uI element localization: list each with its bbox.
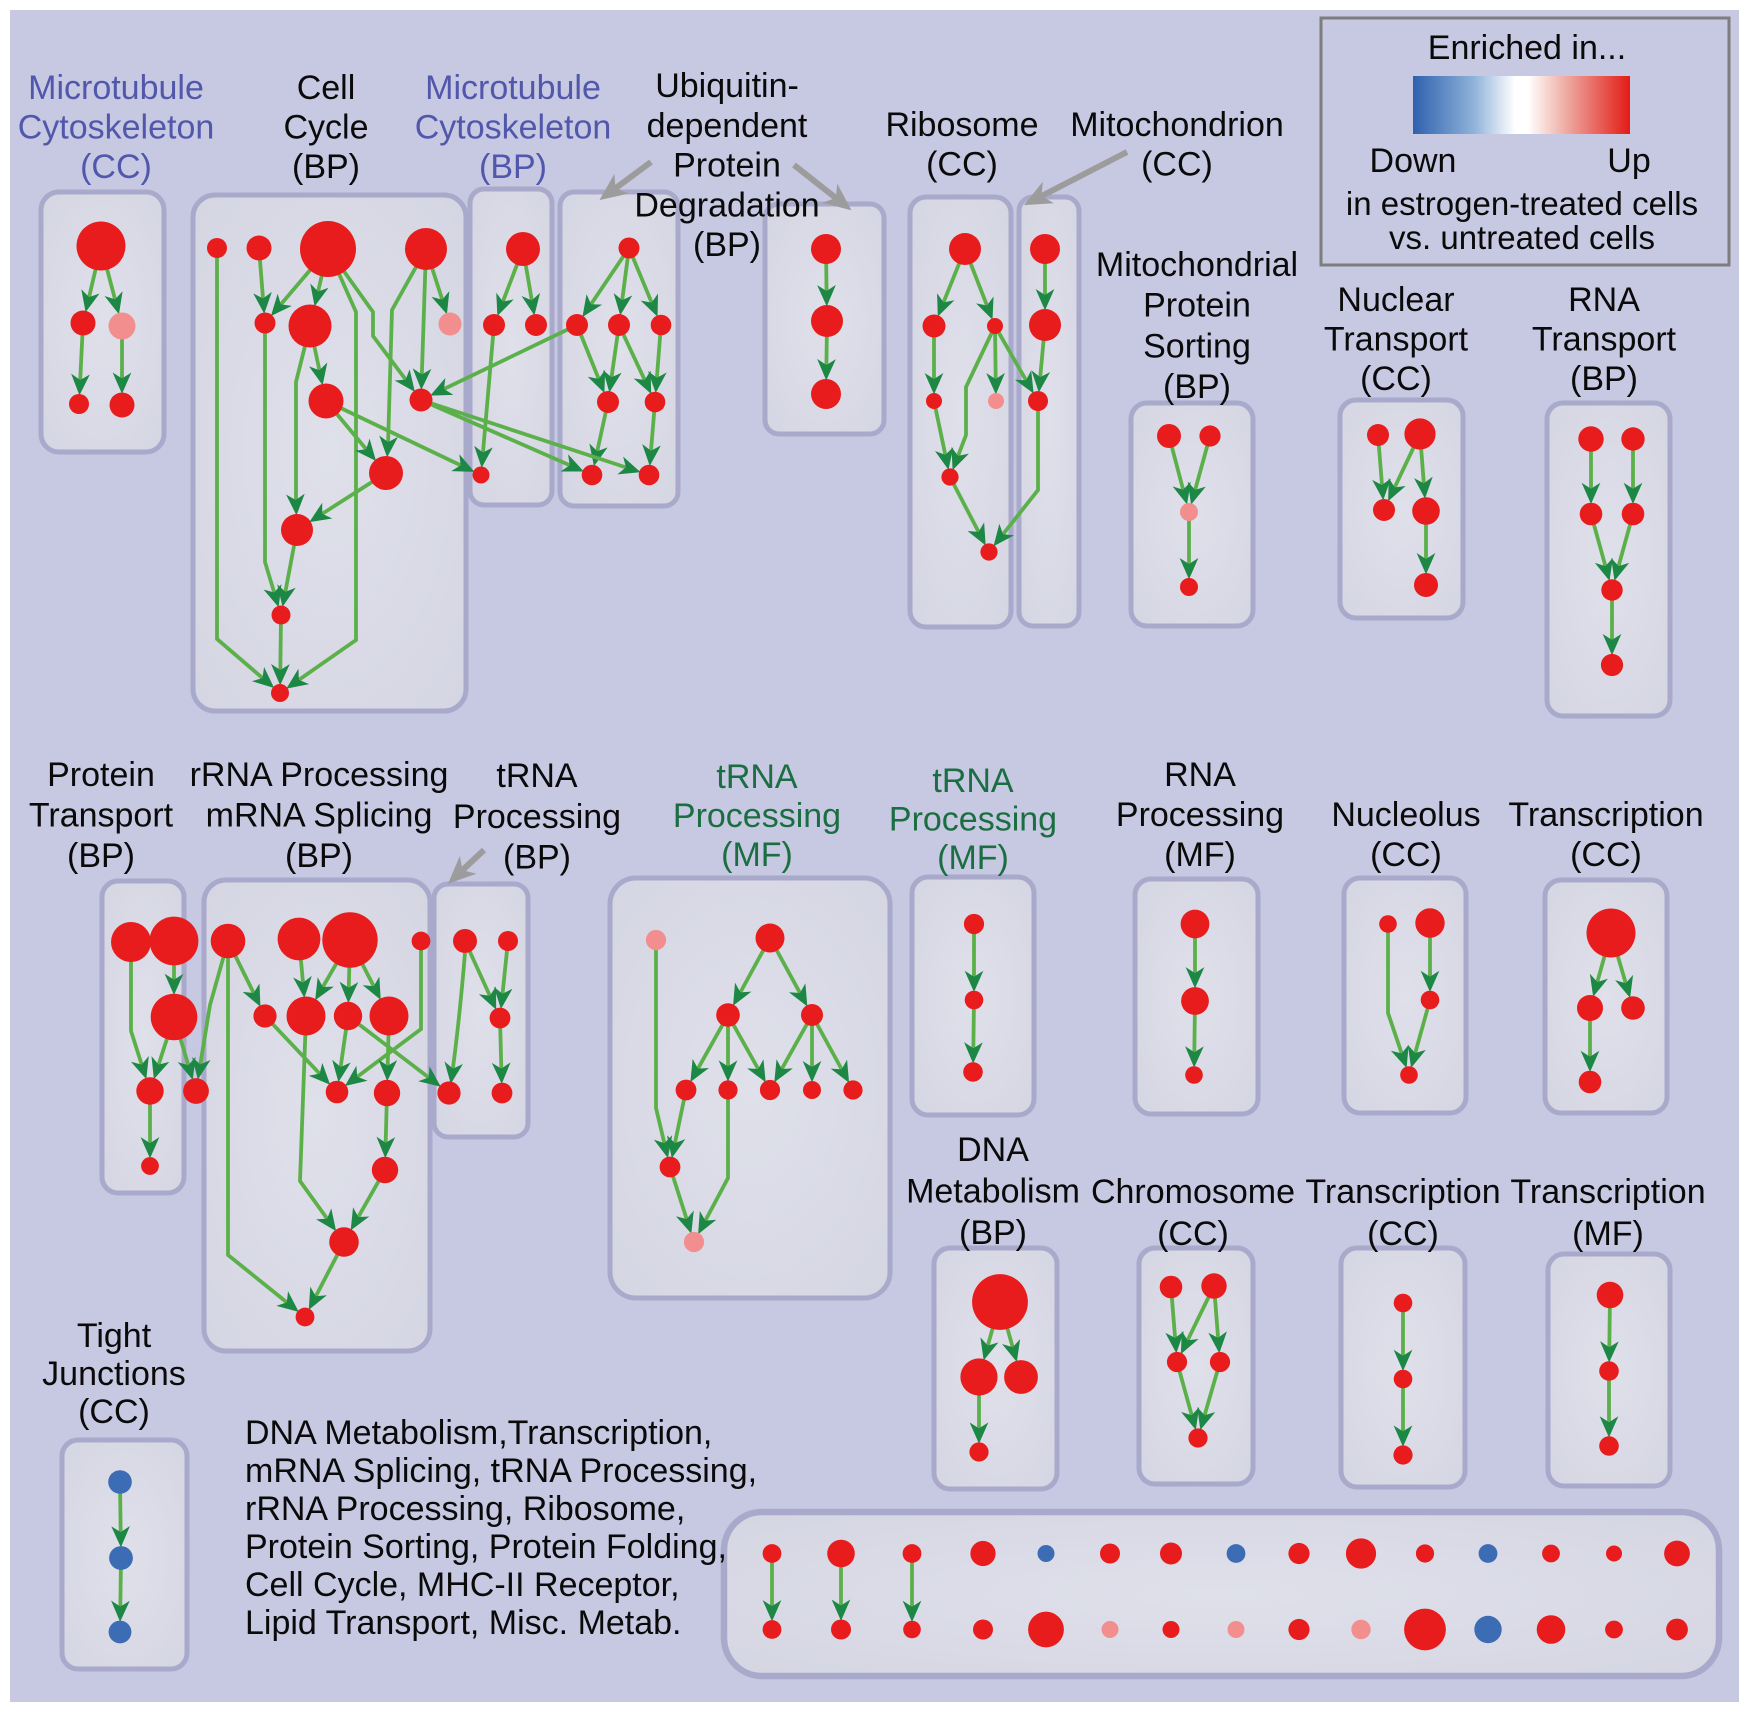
svg-text:Junctions: Junctions: [42, 1355, 186, 1393]
svg-text:Enriched in...: Enriched in...: [1428, 29, 1626, 67]
svg-text:(CC): (CC): [1157, 1215, 1229, 1253]
svg-text:mRNA Splicing: mRNA Splicing: [206, 796, 433, 834]
svg-text:RNA: RNA: [1164, 756, 1236, 794]
svg-text:(CC): (CC): [926, 146, 998, 184]
svg-text:tRNA: tRNA: [716, 758, 798, 796]
svg-text:Sorting: Sorting: [1143, 327, 1251, 365]
svg-text:Mitochondrial: Mitochondrial: [1096, 246, 1298, 284]
svg-text:Metabolism: Metabolism: [906, 1173, 1080, 1211]
svg-text:Transport: Transport: [1532, 321, 1677, 359]
svg-text:Protein: Protein: [1143, 287, 1251, 325]
svg-text:Lipid Transport, Misc. Metab.: Lipid Transport, Misc. Metab.: [245, 1604, 682, 1642]
svg-text:(BP): (BP): [1570, 360, 1638, 398]
svg-text:(BP): (BP): [479, 148, 547, 186]
svg-text:Transport: Transport: [29, 796, 174, 834]
svg-text:Cycle: Cycle: [283, 109, 368, 147]
svg-text:Nuclear: Nuclear: [1337, 281, 1454, 319]
svg-text:(CC): (CC): [80, 148, 152, 186]
svg-text:Down: Down: [1370, 142, 1457, 180]
svg-text:(MF): (MF): [1572, 1215, 1644, 1253]
svg-text:Processing: Processing: [889, 801, 1057, 839]
svg-text:mRNA Splicing, tRNA Processing: mRNA Splicing, tRNA Processing,: [245, 1452, 757, 1490]
svg-text:Processing: Processing: [1116, 796, 1284, 834]
svg-text:(CC): (CC): [1367, 1215, 1439, 1253]
svg-text:Protein Sorting, Protein Foldi: Protein Sorting, Protein Folding,: [245, 1528, 727, 1566]
svg-text:Cytoskeleton: Cytoskeleton: [18, 109, 215, 147]
svg-text:DNA: DNA: [957, 1131, 1029, 1169]
svg-text:Cell Cycle, MHC-II Receptor,: Cell Cycle, MHC-II Receptor,: [245, 1566, 680, 1604]
svg-text:(MF): (MF): [1164, 836, 1236, 874]
svg-text:(BP): (BP): [503, 839, 571, 877]
svg-text:vs. untreated cells: vs. untreated cells: [1389, 219, 1655, 256]
svg-text:RNA: RNA: [1568, 281, 1640, 319]
svg-text:tRNA: tRNA: [932, 762, 1014, 800]
svg-text:rRNA Processing, Ribosome,: rRNA Processing, Ribosome,: [245, 1490, 685, 1528]
svg-text:Transport: Transport: [1324, 321, 1469, 359]
svg-text:(CC): (CC): [1141, 146, 1213, 184]
svg-text:Protein: Protein: [47, 756, 155, 794]
svg-text:(CC): (CC): [1370, 836, 1442, 874]
svg-text:Cell: Cell: [297, 69, 356, 107]
svg-text:Microtubule: Microtubule: [28, 69, 204, 107]
svg-text:in estrogen-treated cells: in estrogen-treated cells: [1346, 185, 1698, 222]
svg-text:tRNA: tRNA: [496, 757, 578, 795]
svg-text:Chromosome: Chromosome: [1091, 1173, 1295, 1211]
svg-text:(MF): (MF): [721, 836, 793, 874]
svg-text:Up: Up: [1607, 142, 1650, 180]
svg-text:DNA Metabolism,Transcription,: DNA Metabolism,Transcription,: [245, 1414, 712, 1452]
svg-text:Ribosome: Ribosome: [885, 106, 1038, 144]
svg-text:Transcription: Transcription: [1510, 1173, 1705, 1211]
svg-text:(CC): (CC): [1360, 360, 1432, 398]
svg-text:Processing: Processing: [673, 797, 841, 835]
svg-text:Protein: Protein: [673, 147, 781, 185]
svg-text:(BP): (BP): [959, 1214, 1027, 1252]
svg-text:dependent: dependent: [647, 107, 808, 145]
svg-text:Mitochondrion: Mitochondrion: [1070, 106, 1284, 144]
svg-text:(BP): (BP): [285, 837, 353, 875]
svg-text:(BP): (BP): [67, 837, 135, 875]
svg-text:(BP): (BP): [693, 226, 761, 264]
svg-text:Microtubule: Microtubule: [425, 69, 601, 107]
svg-text:(CC): (CC): [78, 1393, 150, 1431]
svg-text:(BP): (BP): [292, 148, 360, 186]
svg-text:rRNA Processing: rRNA Processing: [190, 756, 449, 794]
svg-text:Transcription: Transcription: [1305, 1173, 1500, 1211]
svg-text:(MF): (MF): [937, 839, 1009, 877]
svg-text:(CC): (CC): [1570, 836, 1642, 874]
svg-text:Degradation: Degradation: [634, 186, 819, 224]
svg-text:Cytoskeleton: Cytoskeleton: [415, 109, 612, 147]
svg-text:Nucleolus: Nucleolus: [1331, 796, 1480, 834]
svg-text:Ubiquitin-: Ubiquitin-: [655, 67, 799, 105]
svg-text:Transcription: Transcription: [1508, 796, 1703, 834]
svg-text:(BP): (BP): [1163, 368, 1231, 406]
svg-text:Tight: Tight: [77, 1317, 152, 1355]
svg-text:Processing: Processing: [453, 798, 621, 836]
